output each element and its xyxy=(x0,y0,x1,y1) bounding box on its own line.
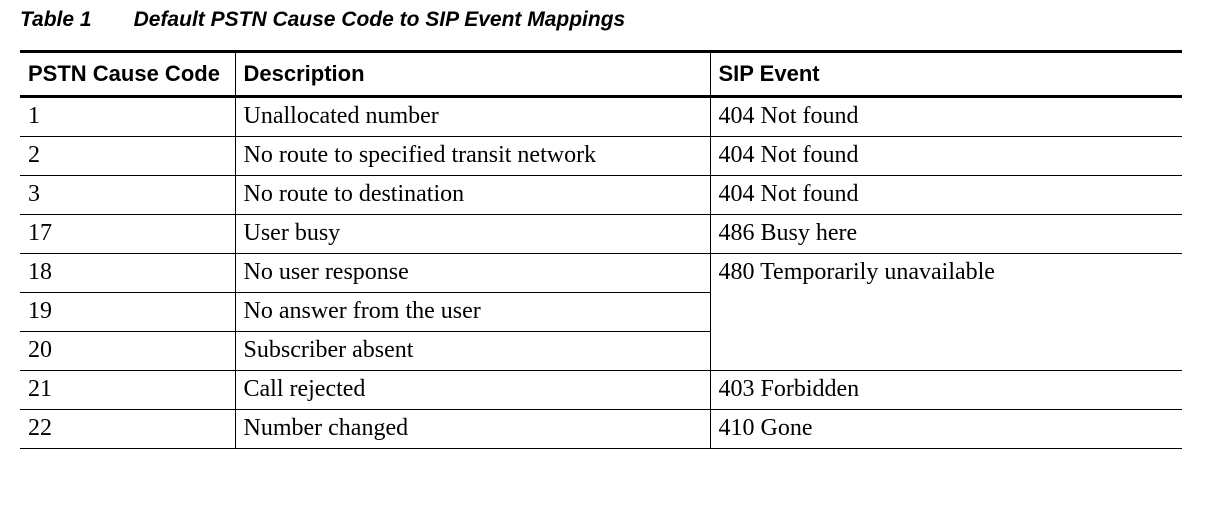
table-header-description: Description xyxy=(235,52,710,97)
table-row: 21 Call rejected 403 Forbidden xyxy=(20,371,1182,410)
cell-description: No user response xyxy=(235,254,710,293)
table-row: 20 Subscriber absent xyxy=(20,332,1182,371)
cell-sip-event: 404 Not found xyxy=(710,97,1182,137)
cell-sip-event: 404 Not found xyxy=(710,176,1182,215)
table-row: 19 No answer from the user xyxy=(20,293,1182,332)
cell-pstn-code: 1 xyxy=(20,97,235,137)
table-row: 17 User busy 486 Busy here xyxy=(20,215,1182,254)
cell-pstn-code: 20 xyxy=(20,332,235,371)
table-header-row: PSTN Cause Code Description SIP Event xyxy=(20,52,1182,97)
table-caption: Table 1 Default PSTN Cause Code to SIP E… xyxy=(20,8,1190,32)
cell-sip-event xyxy=(710,293,1182,332)
cell-sip-event: 486 Busy here xyxy=(710,215,1182,254)
cell-sip-event: 403 Forbidden xyxy=(710,371,1182,410)
table-row: 22 Number changed 410 Gone xyxy=(20,410,1182,449)
cell-description: Subscriber absent xyxy=(235,332,710,371)
table-row: 1 Unallocated number 404 Not found xyxy=(20,97,1182,137)
table-row: 2 No route to specified transit network … xyxy=(20,137,1182,176)
table-row: 3 No route to destination 404 Not found xyxy=(20,176,1182,215)
cell-pstn-code: 19 xyxy=(20,293,235,332)
cell-sip-event: 404 Not found xyxy=(710,137,1182,176)
cell-description: No answer from the user xyxy=(235,293,710,332)
pstn-sip-mapping-table: PSTN Cause Code Description SIP Event 1 … xyxy=(20,50,1182,449)
table-caption-label: Table 1 xyxy=(20,8,92,31)
table-caption-text: Default PSTN Cause Code to SIP Event Map… xyxy=(134,8,626,31)
table-header-pstn-code: PSTN Cause Code xyxy=(20,52,235,97)
cell-pstn-code: 2 xyxy=(20,137,235,176)
cell-pstn-code: 3 xyxy=(20,176,235,215)
cell-description: No route to destination xyxy=(235,176,710,215)
cell-pstn-code: 21 xyxy=(20,371,235,410)
cell-description: User busy xyxy=(235,215,710,254)
cell-pstn-code: 17 xyxy=(20,215,235,254)
cell-sip-event: 480 Temporarily unavailable xyxy=(710,254,1182,293)
table-row: 18 No user response 480 Temporarily unav… xyxy=(20,254,1182,293)
cell-description: Number changed xyxy=(235,410,710,449)
table-header-sip-event: SIP Event xyxy=(710,52,1182,97)
cell-sip-event xyxy=(710,332,1182,371)
cell-sip-event: 410 Gone xyxy=(710,410,1182,449)
cell-description: Unallocated number xyxy=(235,97,710,137)
cell-description: No route to specified transit network xyxy=(235,137,710,176)
cell-description: Call rejected xyxy=(235,371,710,410)
cell-pstn-code: 18 xyxy=(20,254,235,293)
cell-pstn-code: 22 xyxy=(20,410,235,449)
